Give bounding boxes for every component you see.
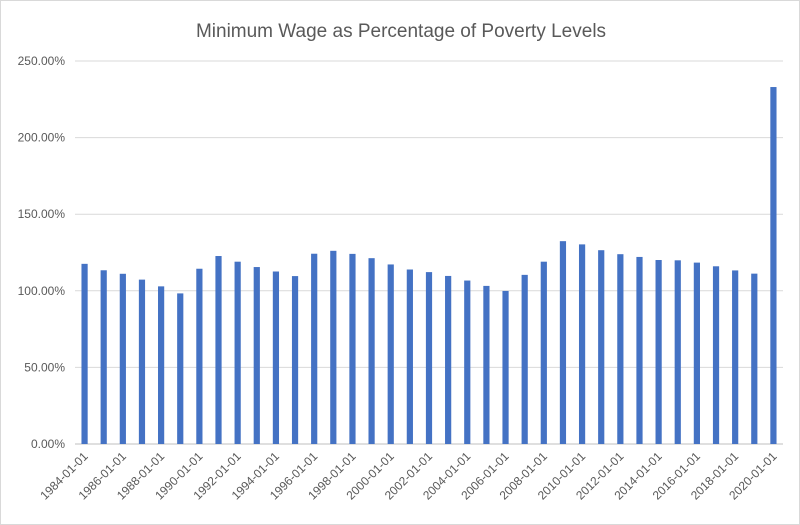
y-tick-label: 100.00%: [18, 284, 66, 298]
bar: [349, 253, 356, 444]
bar: [636, 256, 643, 444]
bar: [712, 266, 720, 444]
bar: [138, 279, 146, 444]
bar: [234, 261, 241, 444]
bar: [368, 258, 375, 444]
bar: [100, 270, 107, 444]
bar: [215, 256, 222, 444]
x-axis-ticks: 1984-01-011986-01-011988-01-011990-01-01…: [37, 449, 779, 503]
bar: [406, 269, 413, 444]
bar: [445, 275, 452, 444]
bar: [330, 250, 337, 444]
bar: [81, 263, 88, 444]
bar: [119, 273, 126, 444]
bar: [483, 285, 490, 444]
bar: [617, 254, 624, 444]
bar: [732, 270, 739, 444]
y-tick-label: 0.00%: [31, 437, 65, 451]
bar: [521, 274, 528, 444]
y-tick-label: 200.00%: [18, 131, 66, 145]
bar: [177, 293, 184, 444]
bars: [81, 87, 777, 444]
bar: [464, 280, 471, 444]
bar: [598, 250, 605, 444]
bar: [311, 253, 318, 444]
chart-title: Minimum Wage as Percentage of Poverty Le…: [196, 21, 606, 42]
y-axis-ticks: 0.00% 50.00% 100.00% 150.00% 200.00% 250.00%: [18, 54, 66, 451]
bar: [253, 267, 260, 444]
bar: [693, 262, 700, 444]
bar: [578, 244, 586, 444]
bar: [770, 87, 777, 444]
bar: [158, 286, 165, 444]
bar: [655, 260, 662, 444]
bar: [425, 272, 433, 444]
bar: [387, 264, 394, 444]
bar: [751, 273, 758, 444]
bar: [502, 290, 509, 444]
bar: [291, 276, 299, 444]
y-tick-label: 250.00%: [18, 54, 66, 68]
bar: [272, 271, 280, 444]
y-tick-label: 150.00%: [18, 207, 66, 221]
bar: [196, 268, 203, 444]
y-tick-label: 50.00%: [24, 360, 65, 374]
bar: [674, 260, 681, 444]
bar: [540, 261, 547, 444]
bar: [559, 241, 567, 444]
